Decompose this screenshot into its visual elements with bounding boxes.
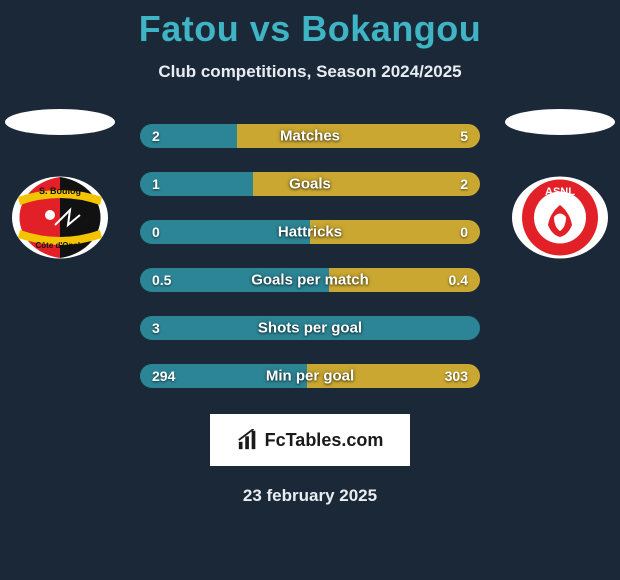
stat-right-value: 5 [460,128,468,144]
bar-right-fill [237,124,480,148]
stat-left-value: 2 [152,128,160,144]
page-title: Fatou vs Bokangou [0,8,620,50]
svg-text:Côte d'Opale: Côte d'Opale [35,241,85,250]
stat-label: Hattricks [278,224,342,241]
right-ellipse [505,109,615,135]
right-club-logo: ASNL [510,175,610,260]
stat-bars: 2 Matches 5 1 Goals 2 0 Hattricks 0 0.5 Goals per … [140,124,480,388]
fctables-badge[interactable]: FcTables.com [210,414,410,466]
svg-text:S. Boulog: S. Boulog [39,186,81,196]
player2-name: Bokangou [301,8,481,49]
stat-row: 1 Goals 2 [140,172,480,196]
left-side: S. Boulog Côte d'Opale [5,109,115,260]
vs-label: vs [250,8,291,49]
stat-left-value: 3 [152,320,160,336]
stat-label: Shots per goal [258,320,362,337]
stat-right-value: 303 [445,368,468,384]
main-content: S. Boulog Côte d'Opale ASNL [0,124,620,388]
comparison-card: Fatou vs Bokangou Club competitions, Sea… [0,0,620,506]
stat-left-value: 0.5 [152,272,171,288]
stat-row: 0.5 Goals per match 0.4 [140,268,480,292]
left-club-logo: S. Boulog Côte d'Opale [10,175,110,260]
stat-label: Goals [289,176,331,193]
right-side: ASNL [505,109,615,260]
stat-row: 3 Shots per goal [140,316,480,340]
boulogne-logo-icon: S. Boulog Côte d'Opale [10,175,110,260]
nancy-logo-icon: ASNL [510,175,610,260]
stat-left-value: 0 [152,224,160,240]
bar-right-fill [253,172,480,196]
stat-label: Matches [280,128,340,145]
stat-right-value: 0 [460,224,468,240]
player1-name: Fatou [139,8,239,49]
stat-left-value: 294 [152,368,175,384]
stat-right-value: 2 [460,176,468,192]
stat-row: 2 Matches 5 [140,124,480,148]
stat-left-value: 1 [152,176,160,192]
stat-row: 294 Min per goal 303 [140,364,480,388]
chart-icon [237,429,259,451]
date-label: 23 february 2025 [0,486,620,506]
stat-row: 0 Hattricks 0 [140,220,480,244]
fctables-label: FcTables.com [265,430,384,451]
stat-right-value: 0.4 [449,272,468,288]
stat-label: Min per goal [266,368,354,385]
svg-text:ASNL: ASNL [545,186,575,198]
left-ellipse [5,109,115,135]
subtitle: Club competitions, Season 2024/2025 [0,62,620,82]
stat-label: Goals per match [251,272,369,289]
